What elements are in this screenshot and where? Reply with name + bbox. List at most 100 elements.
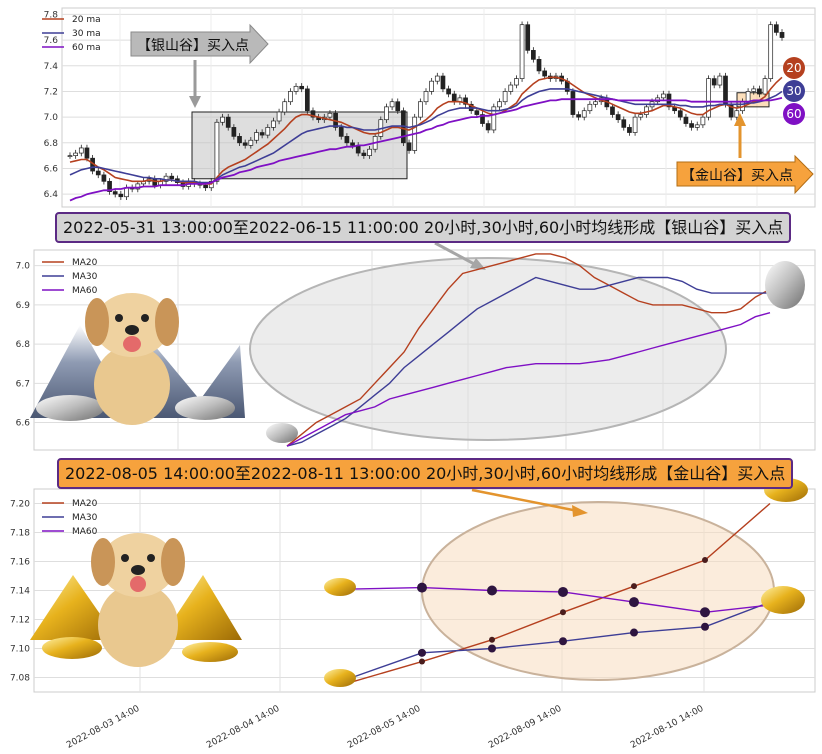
- candle-body: [779, 32, 785, 38]
- candle-body: [118, 193, 124, 198]
- candle-body: [474, 110, 480, 115]
- data-point: [558, 586, 568, 597]
- candle-body: [423, 91, 429, 103]
- candle-body: [683, 116, 689, 124]
- candle-body: [299, 85, 305, 90]
- candle-body: [677, 110, 683, 118]
- ma30-line: [69, 88, 783, 184]
- candle-body: [254, 132, 259, 141]
- candle-body: [610, 106, 615, 115]
- candle-body: [576, 114, 581, 118]
- candle-body: [706, 78, 711, 118]
- candle-body: [514, 78, 519, 86]
- candle-body: [773, 24, 779, 33]
- dog-icon: [85, 293, 179, 425]
- legend-label: MA20: [72, 258, 98, 268]
- candle-body: [406, 142, 412, 151]
- candle-body: [700, 116, 706, 126]
- gold-callout: 【金山谷】买入点: [676, 113, 814, 195]
- candle-body: [276, 111, 282, 122]
- y-tick-label: 6.6: [44, 164, 59, 174]
- candle-body: [480, 114, 485, 124]
- y-tick-label: 6.8: [44, 139, 59, 149]
- candle-body: [768, 24, 774, 79]
- candle-body: [395, 101, 401, 112]
- candle-body: [350, 142, 355, 146]
- candle-body: [259, 132, 265, 136]
- candle-body: [581, 110, 587, 118]
- candle-body: [282, 101, 288, 113]
- candle-body: [84, 147, 90, 159]
- candle-body: [248, 139, 254, 146]
- candle-body: [237, 136, 242, 144]
- candle-body: [525, 24, 531, 51]
- candle-body: [344, 136, 350, 144]
- candle-body: [265, 127, 271, 136]
- y-tick-label: 6.7: [16, 379, 30, 389]
- candle-body: [717, 75, 723, 86]
- gold-callout-label: 【金山谷】买入点: [681, 168, 793, 184]
- data-point: [630, 628, 638, 637]
- series-line-ma60: [286, 312, 771, 447]
- svg-text:60: 60: [786, 107, 801, 121]
- x-tick-label: 2022-08-04 14:00: [205, 704, 282, 751]
- y-tick-label: 6.6: [16, 419, 31, 429]
- legend-label: MA20: [72, 499, 98, 509]
- candle-body: [288, 91, 293, 103]
- badge-20: [783, 57, 805, 79]
- badge-60: [783, 103, 805, 125]
- ma-badges: 20 30 60: [783, 57, 805, 125]
- data-point: [700, 607, 710, 618]
- candle-body: [745, 91, 751, 103]
- candle-body: [587, 103, 593, 112]
- y-tick-label: 7.16: [10, 558, 30, 568]
- candle-body: [220, 116, 225, 123]
- data-point: [418, 648, 426, 657]
- candle-body: [491, 106, 497, 131]
- svg-text:20: 20: [786, 61, 801, 75]
- pointer-arrowhead: [572, 505, 588, 517]
- data-point: [559, 637, 567, 646]
- candle-body: [502, 91, 508, 103]
- x-tick-label: 2022-08-05 14:00: [346, 704, 423, 751]
- highlight-ellipse: [249, 257, 727, 441]
- x-tick-label: 2022-08-03 14:00: [65, 704, 142, 751]
- candle-body: [451, 93, 457, 103]
- y-tick-label: 7.0: [16, 262, 31, 272]
- highlight-ellipse: [421, 501, 775, 681]
- candle-body: [485, 123, 491, 131]
- candle-body: [434, 75, 440, 82]
- candle-body: [762, 78, 768, 95]
- candle-body: [446, 88, 451, 95]
- candle-body: [417, 101, 423, 118]
- y-tick-label: 6.8: [16, 340, 31, 350]
- ma20-line: [69, 76, 783, 185]
- candle-body: [327, 112, 333, 118]
- candle-body: [627, 127, 632, 133]
- ma60-line: [69, 97, 783, 202]
- candle-body: [531, 50, 536, 60]
- candle-body: [593, 101, 598, 105]
- legend-label: MA30: [72, 272, 98, 282]
- y-tick-label: 7.10: [10, 645, 30, 655]
- y-tick-label: 7.14: [10, 587, 30, 597]
- candle-body: [519, 24, 525, 79]
- candle-body: [429, 80, 435, 92]
- candle-body: [169, 175, 175, 180]
- candle-body: [644, 106, 649, 115]
- series-line-ma30: [286, 276, 770, 447]
- series-line-ma20: [286, 253, 771, 447]
- candle-body: [711, 78, 717, 86]
- candle-body: [73, 152, 79, 156]
- candle-body: [615, 114, 621, 121]
- candle-body: [107, 180, 112, 192]
- gold-ingot-icon: [324, 478, 808, 687]
- candle-body: [361, 152, 367, 156]
- candle-body: [384, 106, 389, 121]
- badge-30: [783, 80, 805, 102]
- legend-label: MA60: [72, 286, 98, 296]
- candle-body: [95, 170, 101, 176]
- candle-body: [389, 101, 395, 108]
- data-point: [560, 609, 566, 616]
